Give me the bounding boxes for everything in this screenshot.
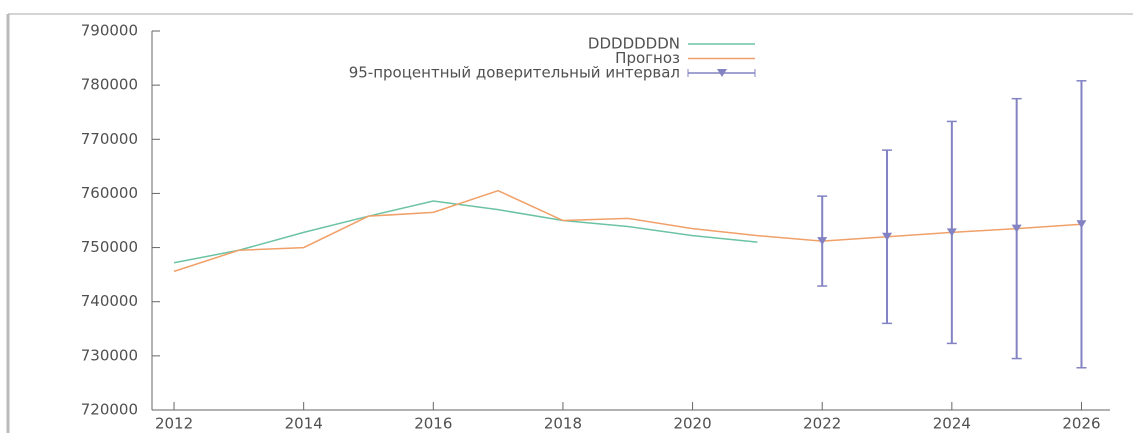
legend-label: Прогноз xyxy=(615,49,680,67)
error-marker xyxy=(1076,220,1087,229)
legend-label: DDDDDDDN xyxy=(588,35,680,53)
y-tick-label: 760000 xyxy=(81,184,138,202)
x-tick-label: 2016 xyxy=(414,415,452,433)
error-marker xyxy=(1011,224,1022,233)
error-marker xyxy=(882,232,893,241)
y-tick-label: 730000 xyxy=(81,346,138,364)
y-tick-label: 740000 xyxy=(81,292,138,310)
legend-marker xyxy=(717,69,727,77)
x-tick-label: 2024 xyxy=(933,415,971,433)
x-tick-label: 2014 xyxy=(285,415,323,433)
y-tick-label: 720000 xyxy=(81,401,138,419)
x-tick-label: 2012 xyxy=(155,415,193,433)
x-tick-label: 2026 xyxy=(1062,415,1100,433)
legend-label: 95-процентный доверительный интервал xyxy=(349,64,680,82)
y-tick-label: 770000 xyxy=(81,130,138,148)
y-tick-label: 780000 xyxy=(81,76,138,94)
y-tick-label: 790000 xyxy=(81,22,138,40)
y-tick-label: 750000 xyxy=(81,238,138,256)
series-line xyxy=(173,200,758,264)
x-tick-label: 2022 xyxy=(803,415,841,433)
x-tick-label: 2020 xyxy=(673,415,711,433)
x-tick-label: 2018 xyxy=(544,415,582,433)
error-marker xyxy=(817,237,828,246)
series-line xyxy=(173,189,1082,273)
error-marker xyxy=(946,228,957,237)
